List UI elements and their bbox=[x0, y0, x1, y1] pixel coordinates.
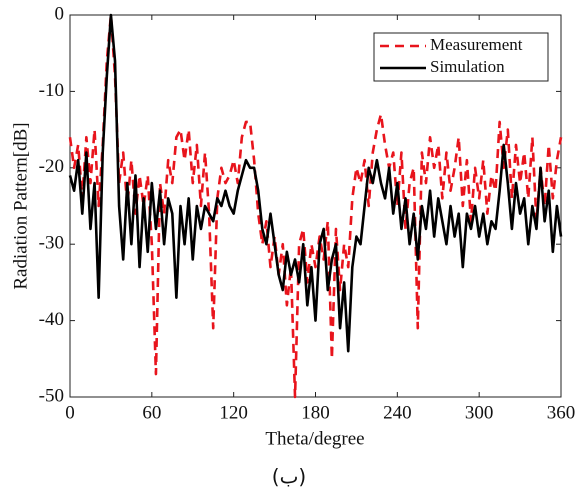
caption: (ب) bbox=[272, 465, 306, 489]
legend-box bbox=[373, 32, 549, 82]
x-axis-label: Theta/degree bbox=[265, 428, 364, 449]
y-axis-label: Radiation Pattern[dB] bbox=[10, 122, 31, 289]
series-line bbox=[68, 13, 563, 353]
x-tick-label: 180 bbox=[301, 402, 330, 423]
y-tick-label: 0 bbox=[55, 3, 65, 24]
x-tick-label: 60 bbox=[142, 402, 161, 423]
y-tick-label: -40 bbox=[39, 309, 64, 330]
x-tick-label: 240 bbox=[383, 402, 412, 423]
x-tick-label: 300 bbox=[465, 402, 494, 423]
series-line bbox=[68, 13, 563, 399]
y-tick-label: -20 bbox=[39, 156, 64, 177]
legend-label: Measurement bbox=[430, 35, 523, 54]
legend-label: Simulation bbox=[430, 57, 505, 76]
y-tick-label: -30 bbox=[39, 233, 64, 254]
x-tick-label: 0 bbox=[65, 402, 75, 423]
x-tick-label: 360 bbox=[547, 402, 576, 423]
y-tick-label: -10 bbox=[39, 80, 64, 101]
x-tick-label: 120 bbox=[219, 402, 248, 423]
y-tick-label: -50 bbox=[39, 385, 64, 406]
